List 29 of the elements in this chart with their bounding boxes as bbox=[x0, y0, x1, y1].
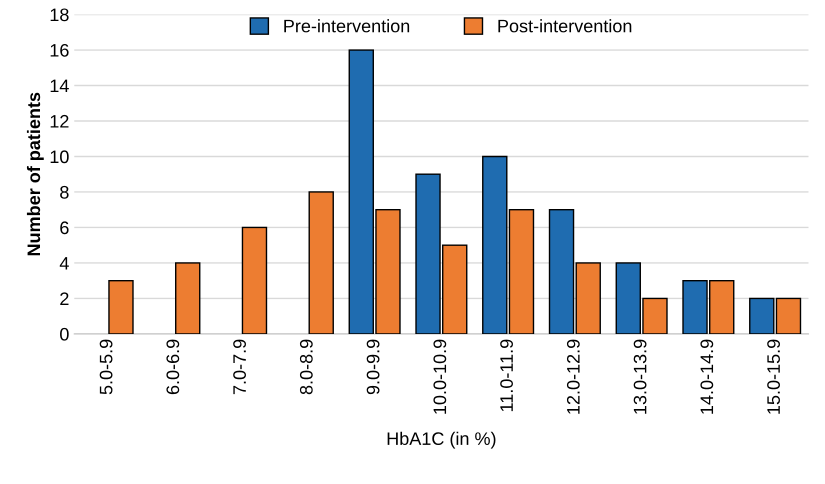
y-tick-label: 14 bbox=[50, 80, 69, 92]
x-tick-label: 14.0-14.9 bbox=[700, 340, 714, 414]
x-tick-label: 6.0-6.9 bbox=[166, 340, 180, 394]
x-axis-title: HbA1C (in %) bbox=[388, 432, 496, 449]
x-tick-label: 5.0-5.9 bbox=[100, 340, 112, 394]
bar bbox=[175, 262, 200, 334]
y-tick-label: 8 bbox=[60, 186, 69, 199]
bar bbox=[108, 280, 134, 334]
x-tick-label: 11.0-11.9 bbox=[500, 340, 513, 412]
y-tick-label: 12 bbox=[50, 114, 68, 128]
x-tick-label: 10.0-10.9 bbox=[433, 340, 446, 414]
x-tick-label: 9.0-9.9 bbox=[366, 340, 380, 394]
y-tick-label: 18 bbox=[50, 8, 69, 22]
bar bbox=[242, 226, 268, 334]
y-axis-title: Number of patients bbox=[26, 92, 44, 256]
x-tick-label: 15.0-15.9 bbox=[767, 340, 780, 414]
y-tick-label: 6 bbox=[60, 221, 69, 234]
legend-label: Post-intervention bbox=[498, 19, 632, 32]
x-tick-label: 8.0-8.9 bbox=[300, 340, 313, 394]
legend-label: Pre-intervention bbox=[284, 19, 410, 32]
x-tick-label: 12.0-12.9 bbox=[566, 340, 580, 414]
y-tick-label: 2 bbox=[60, 292, 68, 306]
y-tick-label: 0 bbox=[60, 328, 69, 341]
x-tick-label: 13.0-13.9 bbox=[634, 340, 646, 414]
y-tick-label: 16 bbox=[50, 44, 69, 57]
bar bbox=[308, 191, 334, 334]
y-tick-label: 4 bbox=[60, 257, 69, 270]
x-tick-label: 7.0-7.9 bbox=[233, 340, 246, 394]
y-tick-label: 10 bbox=[50, 150, 69, 164]
